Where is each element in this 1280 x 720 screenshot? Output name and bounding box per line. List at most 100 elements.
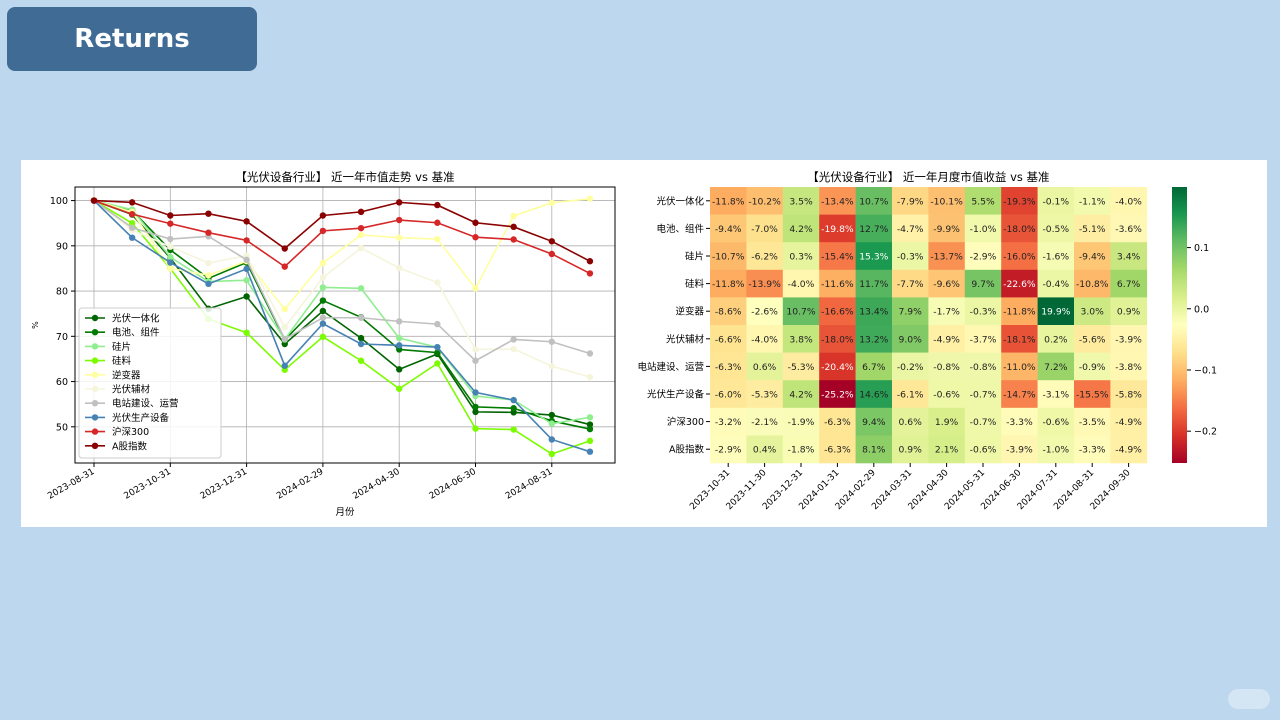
line-point-6-8 [396, 318, 403, 325]
heatmap-value-5-1: -4.0% [751, 334, 778, 345]
heatmap-value-1-10: -5.1% [1079, 224, 1106, 235]
heatmap-cell-1-6 [928, 214, 966, 243]
line-point-2-13 [586, 414, 594, 421]
heatmap-value-1-7: -1.0% [970, 224, 997, 235]
line-series-8 [93, 199, 591, 275]
line-point-6-13 [586, 350, 594, 357]
heatmap-cell-1-1 [746, 214, 784, 243]
heatmap-value-8-7: -0.7% [970, 417, 997, 428]
line-point-3-6 [319, 333, 327, 340]
line-point-5-13 [586, 373, 594, 381]
heatmap-row-label: 光伏辅材 [666, 333, 705, 345]
line-chart-frame [74, 186, 616, 464]
line-point-4-2 [167, 265, 174, 272]
line-point-3-8 [396, 385, 403, 392]
line-ytick-label: 60 [56, 377, 68, 388]
heatmap-cell-7-7 [964, 380, 1002, 409]
heatmap-value-8-2: -1.9% [788, 417, 815, 428]
heatmap-cell-9-4 [855, 435, 893, 464]
line-series-5 [93, 199, 591, 378]
legend-swatch-dot-9 [91, 442, 99, 449]
heatmap-cell-3-8 [1001, 269, 1038, 298]
line-point-4-7 [357, 231, 365, 239]
heatmap-cell-6-7 [964, 352, 1002, 381]
heatmap-row-label: 沪深300 [667, 416, 704, 428]
line-point-0-6 [319, 307, 327, 315]
heatmap-value-0-11: -4.0% [1115, 196, 1142, 207]
line-point-8-10 [472, 234, 479, 241]
line-point-1-11 [510, 405, 517, 412]
heatmap-cell-8-5 [892, 407, 929, 436]
heatmap-cell-0-2 [782, 187, 820, 215]
heatmap-value-1-0: -9.4% [715, 224, 742, 235]
heatmap-value-0-5: -7.9% [897, 196, 924, 207]
heatmap-value-3-5: -7.7% [897, 279, 924, 290]
heatmap-cell-1-3 [819, 214, 856, 243]
colorbar-tick-label: −0.2 [1194, 427, 1217, 438]
heatmap-value-8-10: -3.5% [1079, 417, 1106, 428]
heatmap-cell-4-3 [819, 297, 856, 326]
heatmap-value-3-6: -9.6% [933, 279, 960, 290]
line-point-5-9 [434, 279, 441, 286]
line-point-6-11 [510, 336, 517, 343]
line-point-9-3 [205, 210, 212, 217]
heatmap-value-4-8: -11.8% [1003, 307, 1036, 318]
heatmap-cell-9-7 [964, 435, 1002, 464]
heatmap-value-7-3: -25.2% [821, 390, 854, 401]
heatmap-value-4-10: 3.0% [1081, 307, 1105, 318]
heatmap-cell-4-6 [928, 297, 966, 326]
heatmap-value-1-11: -3.6% [1115, 224, 1142, 235]
legend-label-4: 逆变器 [112, 369, 141, 381]
heatmap-cell-0-10 [1074, 187, 1111, 215]
heatmap-value-3-7: 9.7% [971, 279, 995, 290]
heatmap-cell-7-2 [782, 380, 820, 409]
heatmap-cell-0-3 [819, 187, 856, 215]
heatmap-value-4-7: -0.3% [970, 307, 997, 318]
heatmap-cell-7-3 [819, 380, 856, 409]
line-xtick-label: 2024-08-31 [504, 467, 554, 502]
line-point-0-13 [586, 421, 594, 428]
heatmap-cell-5-5 [892, 325, 929, 353]
heatmap-value-6-4: 6.7% [862, 362, 886, 373]
heatmap-value-6-11: -3.8% [1115, 362, 1142, 373]
heatmap-cell-6-4 [855, 352, 893, 381]
heatmap-cell-3-3 [819, 269, 856, 298]
heatmap-value-9-0: -2.9% [715, 445, 742, 456]
line-point-9-2 [167, 212, 174, 219]
legend-swatch-dot-0 [91, 314, 99, 322]
line-xtick-label: 2023-08-31 [46, 467, 96, 502]
line-point-9-13 [586, 258, 594, 265]
heatmap-value-8-3: -6.3% [824, 417, 851, 428]
heatmap-cell-1-11 [1110, 214, 1148, 243]
heatmap-value-4-9: 19.9% [1041, 307, 1070, 318]
heatmap-cell-6-9 [1037, 352, 1075, 381]
heatmap-value-2-8: -16.0% [1003, 252, 1036, 263]
heatmap-value-4-1: -2.6% [751, 307, 778, 318]
heatmap-value-9-11: -4.9% [1115, 445, 1142, 456]
heatmap-cell-5-7 [964, 325, 1002, 353]
heatmap-cell-7-8 [1001, 380, 1038, 409]
line-xtick-label: 2024-04-30 [351, 467, 402, 502]
heatmap-cell-6-2 [782, 352, 820, 381]
heatmap-value-3-0: -11.8% [712, 279, 745, 290]
heatmap-value-6-2: -5.3% [788, 362, 815, 373]
line-point-1-6 [319, 297, 327, 304]
line-point-6-2 [167, 235, 174, 243]
heatmap-cell-3-7 [964, 269, 1002, 298]
heatmap-value-1-1: -7.0% [751, 224, 778, 235]
line-point-8-9 [434, 219, 441, 226]
line-point-5-8 [396, 264, 403, 272]
heatmap-cell-0-5 [892, 187, 929, 215]
line-point-8-6 [319, 227, 327, 235]
heatmap-value-7-1: -5.3% [751, 390, 778, 401]
heatmap-value-7-2: 4.2% [789, 390, 813, 401]
heatmap-cell-1-8 [1001, 214, 1038, 243]
line-point-5-7 [357, 244, 365, 252]
heatmap-cell-8-10 [1074, 407, 1111, 436]
heatmap-cell-3-2 [782, 269, 820, 298]
legend-swatch-dot-5 [91, 385, 99, 393]
line-ytick-label: 50 [56, 422, 68, 433]
heatmap-value-2-5: -0.3% [897, 252, 924, 263]
line-point-5-11 [510, 345, 517, 353]
heatmap-colorbar [1172, 187, 1187, 463]
